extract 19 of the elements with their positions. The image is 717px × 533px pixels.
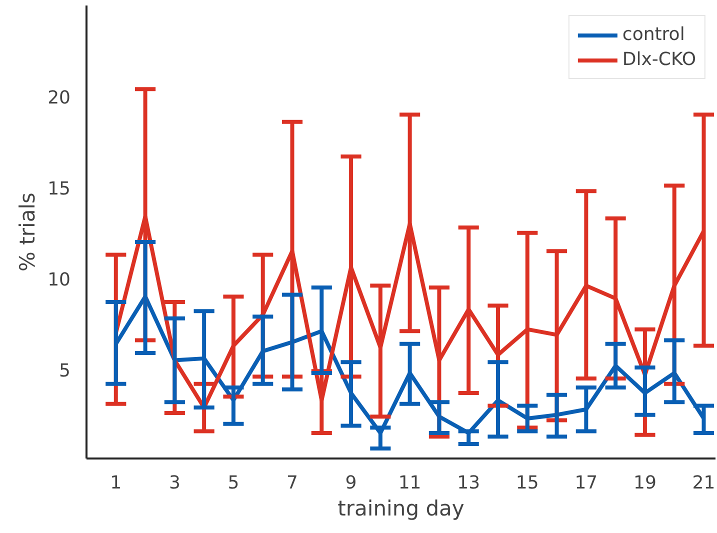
x-tick-label: 19	[634, 472, 656, 494]
legend-label: Dlx-CKO	[622, 49, 696, 70]
x-axis-title: training day	[338, 496, 464, 520]
y-axis-title: % trials	[16, 192, 40, 272]
x-tick-label: 13	[457, 472, 480, 494]
legend-label: control	[622, 24, 685, 45]
x-tick-label: 21	[692, 472, 716, 494]
x-tick-label: 1	[110, 472, 122, 494]
y-tick-label: 20	[48, 87, 70, 108]
x-tick-label: 17	[574, 472, 598, 494]
y-tick-label: 5	[59, 360, 70, 382]
x-tick-label: 3	[168, 472, 180, 494]
x-tick-label: 9	[345, 472, 357, 494]
x-tick-label: 5	[228, 472, 240, 494]
y-tick-label: 10	[48, 269, 70, 290]
x-tick-label: 11	[398, 472, 422, 494]
y-tick-label: 15	[48, 178, 70, 200]
x-tick-label: 15	[516, 472, 539, 494]
x-tick-label: 7	[286, 472, 298, 494]
